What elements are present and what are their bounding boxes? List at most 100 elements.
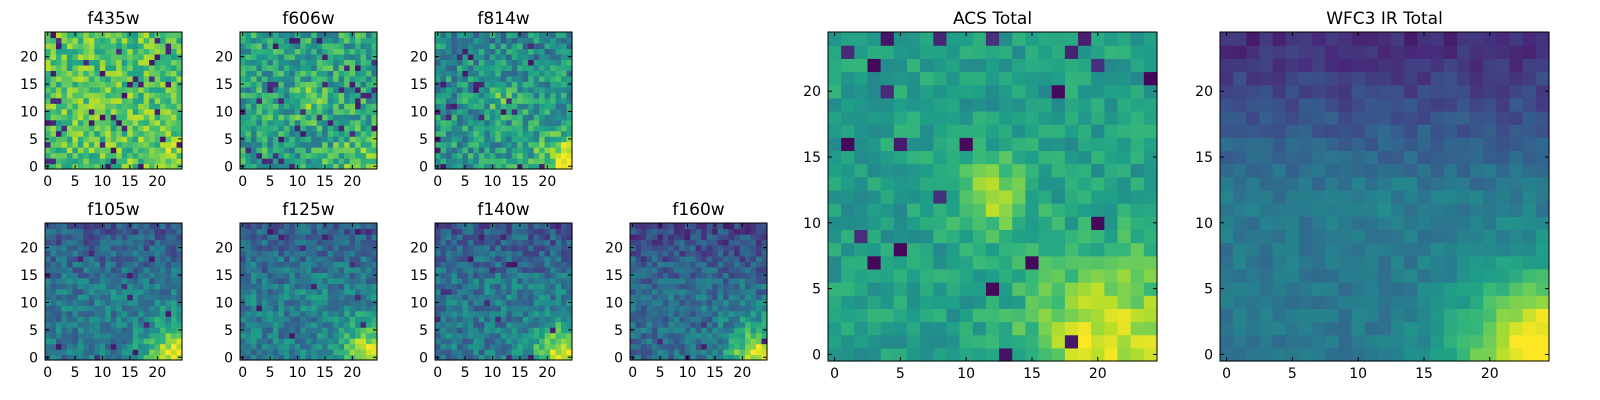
heatmap-cell: [662, 283, 669, 290]
heatmap-cell: [734, 305, 741, 312]
heatmap-cell: [566, 288, 573, 295]
heatmap-cell: [311, 349, 318, 356]
heatmap-cell: [630, 321, 637, 328]
heatmap-cell: [261, 223, 268, 230]
heatmap-cell: [245, 81, 252, 88]
heatmap-cell: [511, 108, 518, 115]
heatmap-cell: [110, 64, 117, 71]
heatmap-cell: [77, 305, 84, 312]
heatmap-cell: [1051, 308, 1066, 323]
heatmap-cell: [712, 228, 719, 235]
heatmap-cell: [1130, 282, 1145, 296]
heatmap-cell: [999, 334, 1013, 349]
heatmap-cell: [127, 81, 134, 88]
heatmap-cell: [946, 242, 961, 257]
heatmap-cell: [289, 163, 296, 170]
heatmap-cell: [154, 97, 161, 104]
heatmap-cell: [110, 108, 117, 115]
heatmap-cell: [138, 81, 145, 88]
heatmap-cell: [1012, 308, 1026, 323]
heatmap-cell: [121, 294, 128, 301]
heatmap-cell: [355, 228, 362, 235]
heatmap-cell: [83, 288, 90, 295]
heatmap-cell: [327, 42, 334, 50]
heatmap-cell: [272, 97, 279, 104]
heatmap-cell: [55, 321, 63, 328]
heatmap-cell: [946, 255, 961, 270]
heatmap-cell: [105, 321, 112, 328]
heatmap-cell: [920, 321, 934, 336]
heatmap-cell: [566, 255, 573, 262]
heatmap-cell: [662, 261, 669, 268]
heatmap-cell: [267, 53, 274, 60]
heatmap-cell: [630, 266, 637, 273]
heatmap-cell: [1117, 347, 1132, 362]
heatmap-cell: [561, 343, 568, 350]
heatmap-cell: [105, 310, 112, 317]
heatmap-cell: [61, 327, 68, 334]
heatmap-cell: [289, 233, 296, 241]
heatmap-cell: [561, 32, 568, 39]
heatmap-cell: [550, 97, 557, 104]
heatmap-cell: [371, 223, 378, 230]
heatmap-cell: [544, 338, 551, 345]
heatmap-cell: [88, 283, 95, 290]
heatmap-cell: [160, 223, 167, 230]
heatmap-cell: [435, 294, 442, 301]
heatmap-cell: [880, 334, 895, 349]
heatmap-cell: [88, 305, 95, 312]
heatmap-cell: [105, 125, 112, 132]
heatmap-cell: [635, 244, 642, 251]
heatmap-cell: [528, 114, 535, 121]
heatmap-cell: [300, 59, 307, 66]
heatmap-cell: [50, 233, 57, 241]
heatmap-cell: [132, 147, 139, 154]
heatmap-cell: [528, 261, 535, 268]
heatmap-cell: [132, 277, 139, 284]
heatmap-cell: [478, 53, 485, 60]
heatmap-cell: [83, 283, 90, 290]
heatmap-cell: [445, 92, 453, 99]
heatmap-cell: [712, 338, 719, 345]
heatmap-cell: [344, 266, 351, 273]
heatmap-cell: [283, 141, 290, 148]
heatmap-cell: [165, 53, 172, 60]
heatmap-cell: [440, 239, 447, 246]
heatmap-cell: [55, 147, 63, 154]
heatmap-cell: [83, 119, 90, 126]
heatmap-cell: [267, 119, 274, 126]
axes-frame: [239, 222, 378, 361]
heatmap-cell: [316, 32, 323, 39]
heatmap-cell: [440, 250, 447, 257]
heatmap-cell: [539, 86, 546, 93]
heatmap-cell: [165, 158, 172, 165]
heatmap-cell: [105, 141, 112, 148]
heatmap-cell: [451, 283, 458, 290]
heatmap-cell: [473, 239, 480, 246]
heatmap-cell: [739, 343, 746, 350]
heatmap-cell: [451, 141, 458, 148]
heatmap-cell: [946, 203, 961, 217]
heatmap-cell: [300, 141, 307, 148]
heatmap-cell: [360, 223, 367, 230]
heatmap-cell: [522, 321, 529, 328]
heatmap-cell: [462, 141, 469, 148]
heatmap-cell: [121, 261, 128, 268]
heatmap-cell: [327, 32, 334, 39]
heatmap-cell: [311, 158, 318, 165]
heatmap-cell: [333, 48, 340, 55]
y-tick-label: 0: [224, 350, 233, 366]
heatmap-cell: [105, 343, 112, 350]
heatmap-cell: [149, 108, 156, 115]
heatmap-cell: [756, 294, 763, 301]
heatmap-cell: [256, 288, 263, 295]
heatmap-cell: [256, 64, 263, 71]
heatmap-cell: [149, 223, 156, 230]
heatmap-cell: [127, 332, 134, 339]
heatmap-cell: [440, 244, 447, 251]
heatmap-cell: [72, 299, 79, 306]
heatmap-cell: [154, 310, 161, 317]
heatmap-cell: [61, 136, 68, 143]
heatmap-cell: [55, 37, 63, 44]
heatmap-cell: [739, 272, 746, 279]
